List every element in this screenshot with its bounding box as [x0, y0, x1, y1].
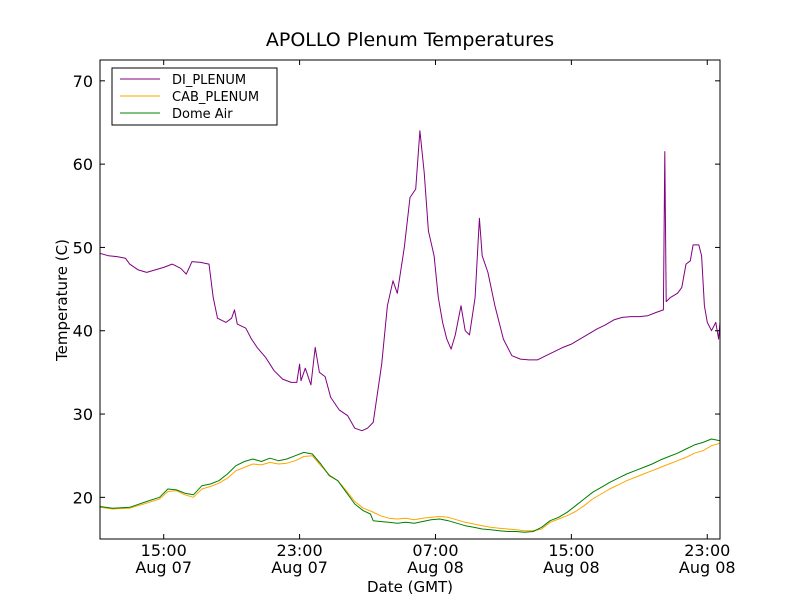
plot-frame [99, 59, 721, 540]
y-axis-label: Temperature (C) [53, 239, 71, 362]
series-layer [99, 130, 721, 533]
x-tick-label-4: 23:00 [684, 541, 730, 560]
series-line-1 [99, 442, 721, 532]
x-tick-sublabel-4: Aug 08 [679, 558, 736, 577]
y-tick-label-1: 30 [73, 405, 93, 424]
x-tick-label-2: 07:00 [412, 541, 458, 560]
x-axis-label: Date (GMT) [367, 578, 453, 596]
x-tick-label-0: 15:00 [141, 541, 187, 560]
x-tick-sublabel-1: Aug 07 [271, 558, 328, 577]
series-line-2 [99, 438, 721, 533]
y-tick-label-0: 20 [73, 488, 93, 507]
x-tick-sublabel-3: Aug 08 [543, 558, 600, 577]
y-tick-label-5: 70 [73, 72, 93, 91]
x-tick-sublabel-0: Aug 07 [135, 558, 192, 577]
x-tick-label-1: 23:00 [277, 541, 323, 560]
x-tick-label-3: 15:00 [548, 541, 594, 560]
legend-label-2: Dome Air [172, 107, 233, 122]
legend-label-1: CAB_PLENUM [172, 90, 259, 105]
y-tick-label-2: 40 [73, 322, 93, 341]
y-tick-label-3: 50 [73, 238, 93, 257]
legend: DI_PLENUM CAB_PLENUM Dome Air [111, 67, 278, 126]
x-tick-sublabel-2: Aug 08 [407, 558, 464, 577]
chart-title: APOLLO Plenum Temperatures [266, 29, 554, 51]
series-line-0 [99, 130, 721, 432]
y-tick-label-4: 60 [73, 155, 93, 174]
legend-label-0: DI_PLENUM [172, 73, 246, 88]
